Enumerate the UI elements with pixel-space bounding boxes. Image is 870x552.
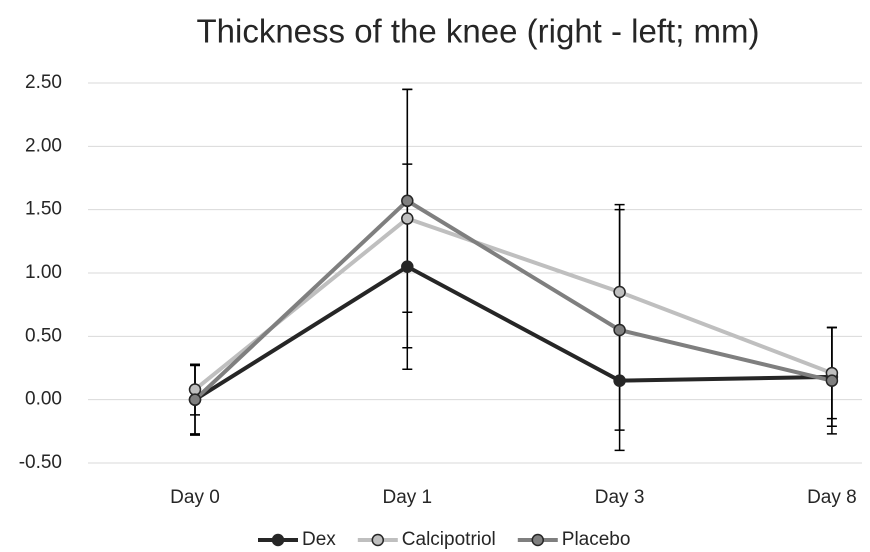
- marker: [613, 374, 626, 387]
- x-tick-label: Day 1: [382, 487, 432, 508]
- legend-label: Dex: [302, 529, 336, 550]
- series-line: [193, 198, 833, 402]
- marker: [401, 194, 414, 208]
- y-tick-label: 1.50: [25, 199, 62, 220]
- legend-marker: [531, 533, 545, 547]
- marker: [401, 260, 414, 273]
- y-tick-label: 2.00: [25, 135, 62, 156]
- series-line: [193, 264, 832, 402]
- legend-marker: [371, 533, 385, 547]
- marker: [188, 383, 202, 396]
- series-line: [193, 216, 833, 392]
- marker: [613, 285, 626, 299]
- x-tick-label: Day 0: [170, 487, 220, 508]
- marker: [401, 212, 414, 225]
- y-tick-label: -0.50: [19, 452, 62, 473]
- y-tick-label: 0.50: [25, 325, 62, 346]
- y-tick-label: 0.00: [25, 389, 62, 410]
- x-tick-label: Day 8: [807, 487, 857, 508]
- x-tick-label: Day 3: [595, 487, 645, 508]
- legend-label: Calcipotriol: [402, 529, 496, 550]
- marker: [188, 393, 202, 406]
- y-tick-label: 1.00: [25, 262, 62, 283]
- marker: [825, 374, 839, 387]
- y-tick-label: 2.50: [25, 72, 62, 93]
- chart-title: Thickness of the knee (right - left; mm): [196, 13, 759, 50]
- marker: [613, 323, 626, 337]
- legend-marker: [271, 533, 285, 547]
- legend-label: Placebo: [562, 529, 631, 550]
